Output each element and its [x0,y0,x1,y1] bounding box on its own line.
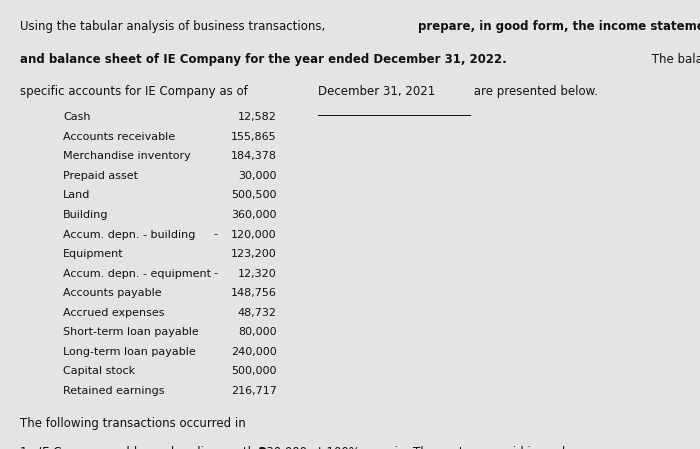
Text: December 31, 2021: December 31, 2021 [318,85,435,98]
Text: 500,000: 500,000 [231,366,276,376]
Text: The following transactions occurred in: The following transactions occurred in [20,417,245,430]
Text: Capital stock: Capital stock [63,366,135,376]
Text: 184,378: 184,378 [230,151,276,161]
Text: 155,865: 155,865 [231,132,276,142]
Text: 360,000: 360,000 [231,210,276,220]
Text: 48,732: 48,732 [237,308,276,317]
Text: 12,320: 12,320 [238,269,276,278]
Text: Accrued expenses: Accrued expenses [63,308,164,317]
Text: specific accounts for IE Company as of: specific accounts for IE Company as of [20,85,251,98]
Text: Cash: Cash [63,112,90,122]
Text: Prepaid asset: Prepaid asset [63,171,138,181]
Text: Equipment: Equipment [63,249,124,259]
Text: and balance sheet of IE Company for the year ended December 31, 2022.: and balance sheet of IE Company for the … [20,53,506,66]
Text: Accounts payable: Accounts payable [63,288,162,298]
Text: Building: Building [63,210,108,220]
Text: 123,200: 123,200 [231,249,276,259]
Text: 12,582: 12,582 [237,112,276,122]
Text: Using the tabular analysis of business transactions,: Using the tabular analysis of business t… [20,20,328,33]
Text: 216,717: 216,717 [230,386,276,396]
Text: 30,000: 30,000 [238,171,276,181]
Text: prepare, in good form, the income statement: prepare, in good form, the income statem… [419,20,700,33]
Text: Retained earnings: Retained earnings [63,386,164,396]
Text: are presented below.: are presented below. [470,85,598,98]
Text: Short-term loan payable: Short-term loan payable [63,327,199,337]
Text: The balances of: The balances of [648,53,700,66]
Text: 80,000: 80,000 [238,327,276,337]
Text: -: - [214,269,218,278]
Text: Accounts receivable: Accounts receivable [63,132,175,142]
Text: Long-term loan payable: Long-term loan payable [63,347,196,357]
Text: Accum. depn. - building: Accum. depn. - building [63,229,195,239]
Text: 240,000: 240,000 [231,347,276,357]
Text: 500,500: 500,500 [231,190,276,200]
Text: Accum. depn. - equipment: Accum. depn. - equipment [63,269,211,278]
Text: 1.  IE Company sold merchandise worth ₱30,000 at 100% margin. The customer paid : 1. IE Company sold merchandise worth ₱30… [20,445,573,449]
Text: Land: Land [63,190,90,200]
Text: Merchandise inventory: Merchandise inventory [63,151,190,161]
Text: -: - [214,229,218,239]
Text: 148,756: 148,756 [230,288,276,298]
Text: 120,000: 120,000 [231,229,276,239]
